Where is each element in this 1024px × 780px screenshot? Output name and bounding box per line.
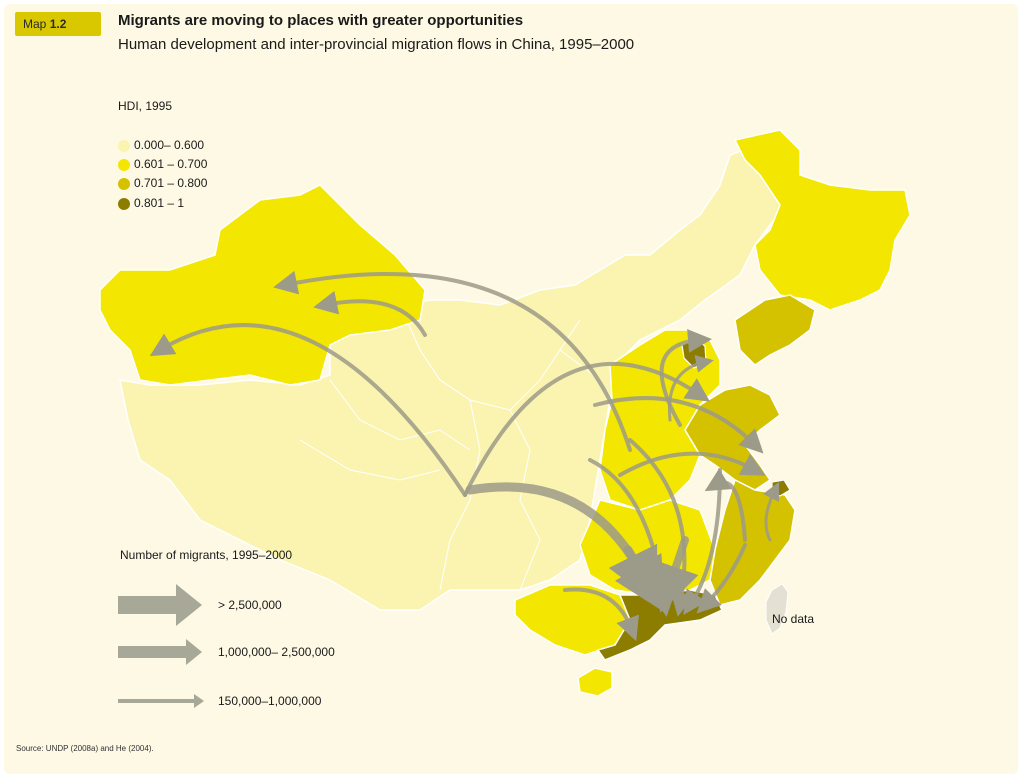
hdi-legend-item: 0.701 – 0.800 bbox=[118, 175, 207, 191]
flow-arrow bbox=[313, 290, 427, 337]
flow-arrow bbox=[618, 451, 766, 477]
legend-arrow-large bbox=[118, 584, 202, 626]
no-data-label: No data bbox=[772, 612, 815, 626]
migration-legend-title: Number of migrants, 1995–2000 bbox=[120, 548, 293, 562]
flow-arrow bbox=[653, 536, 699, 613]
map-subtitle: Human development and inter-provincial m… bbox=[118, 36, 635, 53]
region-taiwan-no-data bbox=[765, 583, 789, 635]
swatch-dot bbox=[118, 177, 130, 190]
legend-arrow-medium bbox=[118, 639, 202, 665]
province-borders bbox=[299, 304, 611, 591]
map-title: Migrants are moving to places with great… bbox=[118, 12, 524, 29]
flow-arrow bbox=[593, 396, 764, 454]
map-number-badge: Map 1.2 bbox=[15, 12, 101, 36]
flow-arrow bbox=[273, 270, 632, 452]
hdi-legend-item: 0.801 – 1 bbox=[118, 195, 184, 211]
region-guangxi bbox=[514, 584, 631, 656]
flow-arrow bbox=[762, 481, 780, 542]
swatch-dot bbox=[118, 197, 130, 210]
swatch-dot bbox=[118, 139, 130, 152]
flow-arrow bbox=[659, 328, 712, 427]
legend-arrow-small bbox=[118, 694, 204, 708]
flow-arrow bbox=[614, 545, 666, 614]
hdi-legend-item: 0.601 – 0.700 bbox=[118, 156, 207, 172]
hdi-legend-label: 0.701 – 0.800 bbox=[134, 176, 208, 190]
hdi-legend-label: 0.000– 0.600 bbox=[134, 138, 205, 152]
flow-arrow bbox=[463, 361, 710, 497]
source-note: Source: UNDP (2008a) and He (2004). bbox=[16, 744, 154, 753]
migration-legend-label-medium: 1,000,000– 2,500,000 bbox=[218, 645, 335, 659]
hdi-legend-label: 0.801 – 1 bbox=[134, 196, 185, 210]
swatch-dot bbox=[118, 158, 130, 171]
hdi-legend-title: HDI, 1995 bbox=[118, 99, 173, 113]
flow-arrow bbox=[149, 323, 467, 497]
hdi-legend-item: 0.000– 0.600 bbox=[118, 137, 204, 153]
badge-prefix: Map bbox=[23, 17, 47, 31]
flow-arrow bbox=[667, 354, 714, 422]
migration-flows bbox=[149, 270, 780, 642]
region-xinjiang bbox=[99, 184, 426, 386]
hdi-legend-label: 0.601 – 0.700 bbox=[134, 157, 208, 171]
migration-legend-arrows bbox=[118, 584, 204, 708]
region-liaoning bbox=[734, 294, 816, 366]
migration-legend-label-large: > 2,500,000 bbox=[218, 598, 282, 612]
badge-number: 1.2 bbox=[49, 17, 67, 31]
flow-arrow bbox=[563, 587, 639, 642]
region-hainan bbox=[577, 667, 613, 697]
region-northeast bbox=[733, 129, 911, 311]
migration-legend-label-small: 150,000–1,000,000 bbox=[218, 694, 322, 708]
flow-arrow bbox=[696, 543, 747, 614]
